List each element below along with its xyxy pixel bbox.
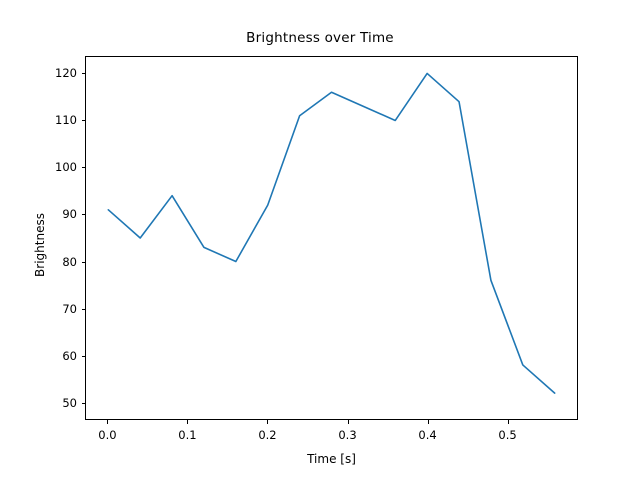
- x-tick-label: 0.1: [178, 428, 197, 442]
- x-tick-label: 0.5: [498, 428, 517, 442]
- x-tick-mark: [107, 420, 109, 424]
- y-axis-label: Brightness: [33, 213, 47, 277]
- y-tick-mark: [81, 261, 85, 263]
- x-tick-label: 0.0: [98, 428, 117, 442]
- y-tick-label: 110: [55, 112, 77, 127]
- x-tick-mark: [267, 420, 269, 424]
- y-tick-mark: [81, 119, 85, 121]
- x-tick-mark: [187, 420, 189, 424]
- y-tick-mark: [81, 214, 85, 216]
- plot-area: [85, 56, 578, 420]
- x-tick-mark: [347, 420, 349, 424]
- y-tick-label: 80: [62, 254, 77, 269]
- y-tick-label: 90: [62, 207, 77, 222]
- y-tick-label: 120: [55, 65, 77, 80]
- data-series-line: [107, 72, 556, 394]
- y-tick-label: 60: [62, 349, 77, 364]
- y-tick-mark: [81, 356, 85, 358]
- y-tick-mark: [81, 72, 85, 74]
- line-chart-svg: [107, 72, 556, 394]
- y-tick-mark: [81, 308, 85, 310]
- x-tick-label: 0.3: [338, 428, 357, 442]
- y-tick-label: 70: [62, 301, 77, 316]
- x-tick-label: 0.4: [418, 428, 437, 442]
- x-tick-mark: [507, 420, 509, 424]
- y-tick-label: 50: [62, 396, 77, 411]
- chart-title: Brightness over Time: [246, 30, 394, 46]
- y-tick-mark: [81, 403, 85, 405]
- y-tick-mark: [81, 167, 85, 169]
- x-axis-label: Time [s]: [307, 452, 356, 466]
- x-tick-label: 0.2: [258, 428, 277, 442]
- y-tick-label: 100: [55, 160, 77, 175]
- x-tick-mark: [427, 420, 429, 424]
